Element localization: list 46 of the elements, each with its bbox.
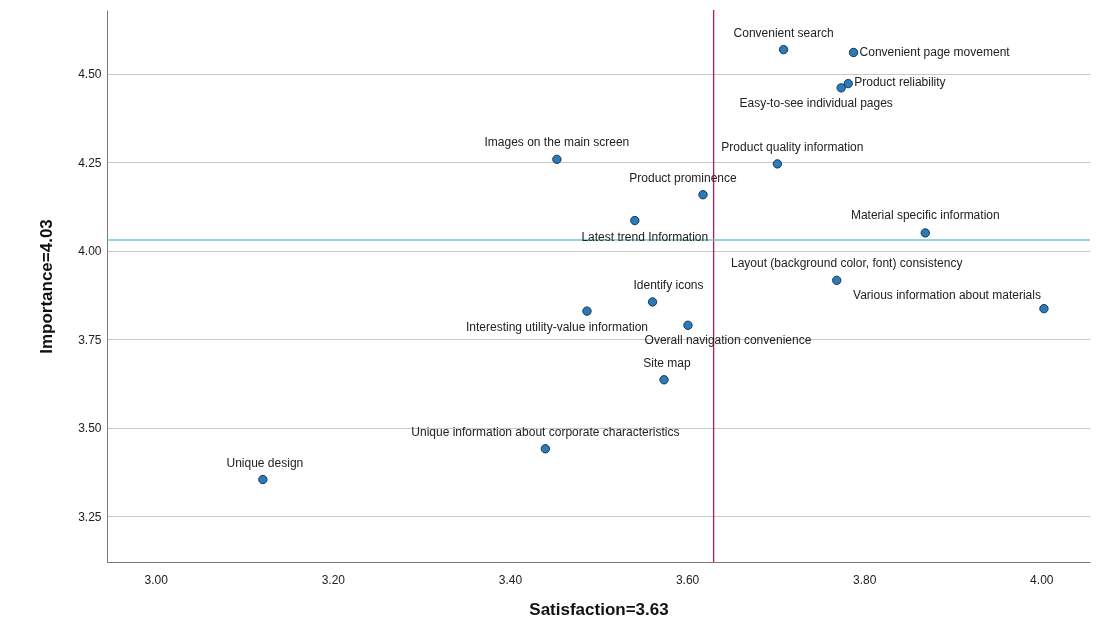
- y-tick-label: 3.50: [78, 421, 102, 436]
- annotation: Material specific information: [850, 207, 1000, 222]
- point: [778, 44, 789, 55]
- y-tick-label: 3.75: [78, 332, 102, 347]
- point: [698, 190, 708, 200]
- point: [772, 159, 783, 169]
- y-tick-label: 4.00: [78, 244, 102, 259]
- point: [647, 297, 658, 307]
- point: [540, 444, 551, 454]
- point: [659, 375, 669, 385]
- x-tick-label: 3.00: [144, 572, 169, 587]
- annotation: Unique design: [226, 455, 304, 470]
- point: [683, 320, 693, 330]
- annotation: Identify icons: [633, 277, 704, 292]
- point: [630, 215, 640, 226]
- annotation: Product reliability: [854, 74, 946, 89]
- point: [552, 154, 562, 164]
- y-tick-label: 4.50: [78, 67, 102, 82]
- y-tick-label: 4.25: [78, 155, 102, 170]
- y-axis-title: Importance=4.03: [37, 219, 57, 354]
- annotation: Images on the main screen: [484, 135, 630, 150]
- x-tick-label: 3.60: [675, 572, 700, 587]
- x-tick-label: 4.00: [1030, 572, 1054, 587]
- y-tick-label: 3.25: [78, 509, 102, 524]
- annotation: Interesting utility-value information: [465, 320, 649, 335]
- point: [582, 306, 592, 316]
- annotation: Site map: [643, 355, 692, 370]
- annotation: Unique information about corporate characteristics: [411, 424, 680, 439]
- x-tick-label: 3.20: [321, 572, 346, 587]
- point: [836, 83, 846, 93]
- point: [848, 47, 859, 58]
- annotation: Various information about materials: [853, 287, 1041, 302]
- point: [832, 275, 842, 286]
- point: [258, 474, 268, 485]
- annotation: Product quality information: [721, 139, 864, 154]
- point: [843, 78, 853, 89]
- annotation: Layout (background color, font) consistency: [730, 256, 963, 271]
- x-tick-label: 3.40: [498, 572, 523, 587]
- point: [920, 228, 930, 238]
- annotation: Easy-to-see individual pages: [739, 95, 893, 110]
- annotation: Convenient page movement: [859, 45, 1011, 60]
- point: [1039, 303, 1049, 314]
- annotation: Latest trend Information: [581, 229, 709, 244]
- x-tick-label: 3.80: [853, 572, 877, 587]
- annotation: Convenient search: [733, 25, 834, 40]
- x-axis-title: Satisfaction=3.63: [529, 599, 669, 619]
